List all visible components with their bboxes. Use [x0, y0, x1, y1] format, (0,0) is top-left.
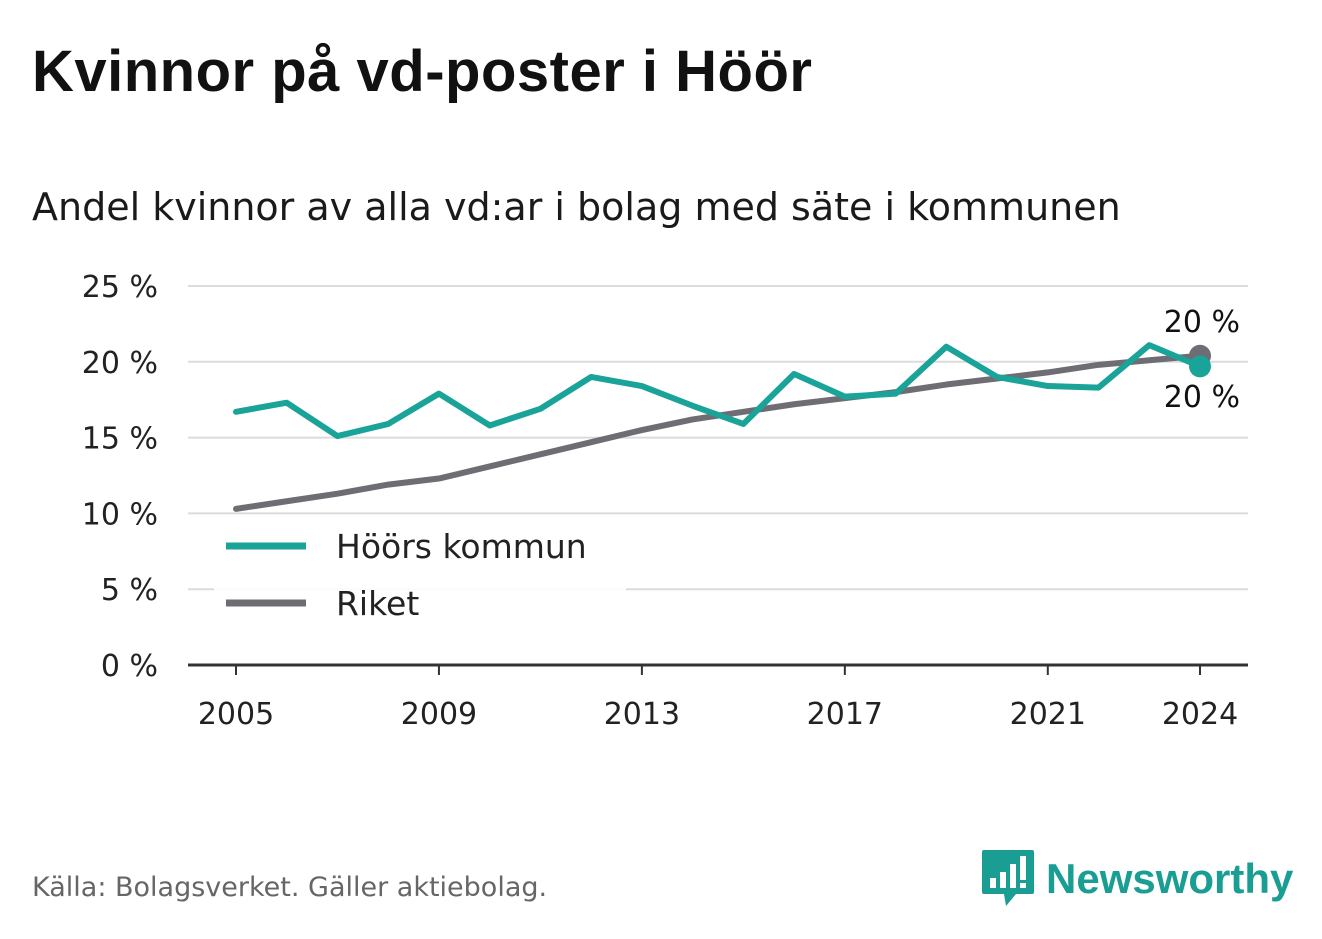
x-axis-ticks: 2005 2009 2013 2017 2021 2024: [198, 665, 1238, 732]
y-tick-label: 10 %: [82, 497, 158, 532]
x-tick-label: 2005: [198, 697, 274, 732]
chart-subtitle: Andel kvinnor av alla vd:ar i bolag med …: [32, 185, 1121, 229]
brand-name: Newsworthy: [1046, 855, 1294, 902]
source-note: Källa: Bolagsverket. Gäller aktiebolag.: [32, 872, 548, 903]
series-line: [233, 342, 1203, 440]
chart-title: Kvinnor på vd-poster i Höör: [32, 39, 813, 104]
bar-chart-speech-bubble-icon: [982, 850, 1034, 906]
end-label-riket: 20 %: [1164, 305, 1240, 340]
y-tick-label: 5 %: [101, 573, 158, 608]
series-lines: [233, 342, 1211, 512]
legend-label: Riket: [336, 584, 419, 623]
x-tick-label: 2024: [1162, 697, 1238, 732]
brand-logo: Newsworthy: [980, 848, 1293, 910]
y-tick-label: 0 %: [101, 649, 158, 684]
end-label-hoor: 20 %: [1164, 380, 1240, 415]
y-tick-label: 20 %: [82, 346, 158, 381]
x-tick-label: 2017: [807, 697, 883, 732]
y-tick-label: 25 %: [82, 270, 158, 305]
end-labels: 20 % 20 %: [1164, 305, 1240, 415]
x-tick-label: 2013: [604, 697, 680, 732]
y-axis-ticks: 0 % 5 % 10 % 15 % 20 % 25 %: [82, 270, 158, 684]
end-point: [1189, 355, 1211, 378]
x-tick-label: 2009: [401, 697, 477, 732]
legend-background: [214, 516, 626, 628]
x-tick-label: 2021: [1010, 697, 1086, 732]
y-tick-label: 15 %: [82, 422, 158, 457]
legend-label: Höörs kommun: [336, 527, 587, 566]
legend: Höörs kommun Riket: [214, 516, 626, 628]
series-line: [233, 352, 1203, 512]
